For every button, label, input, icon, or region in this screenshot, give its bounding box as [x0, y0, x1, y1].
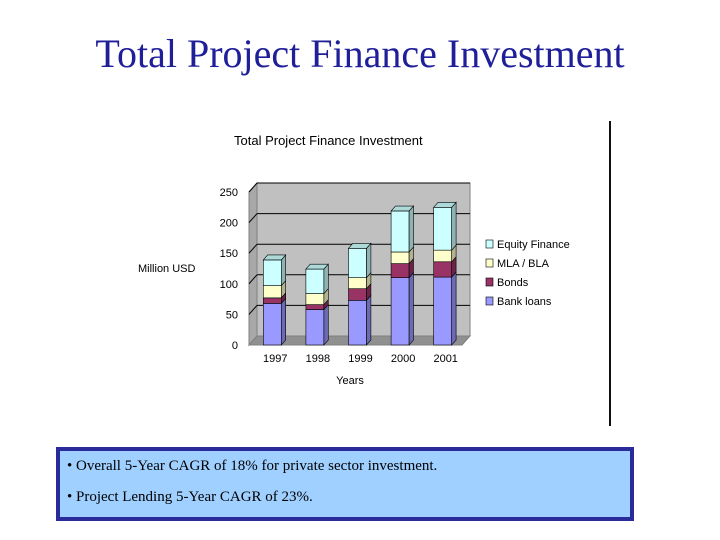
gridline-side: [248, 305, 258, 315]
bar-segment: [348, 277, 367, 289]
bar-segment-side: [323, 303, 329, 346]
y-tick-label: 100: [220, 279, 238, 291]
bar-top: [347, 243, 372, 249]
bar-segment: [348, 248, 367, 278]
legend-label: Bank loans: [497, 296, 552, 308]
bar-segment: [348, 288, 367, 301]
y-tick-label: 50: [226, 309, 238, 321]
bar-segment: [305, 304, 325, 310]
y-tick-label: 0: [232, 340, 238, 352]
bar-top: [262, 254, 287, 261]
bar-segment-side: [366, 242, 372, 279]
legend-label: MLA / BLA: [497, 258, 550, 270]
bar-segment: [433, 207, 453, 251]
x-tick-label: 2000: [391, 353, 415, 365]
legend-label: Equity Finance: [497, 239, 570, 251]
y-tick-label: 250: [220, 187, 238, 199]
bar-segment: [433, 276, 453, 346]
gridline-side: [248, 213, 258, 223]
bar-top: [390, 205, 415, 212]
stacked-bar-chart: 0 50 100 150 200 250 Million USD Years 1997 1998 1…: [138, 181, 570, 387]
legend-swatch: [485, 239, 494, 249]
bar-segment: [390, 210, 410, 253]
legend-label: Bonds: [497, 277, 529, 289]
chart-title: Total Project Finance Investment: [234, 133, 423, 148]
bar-segment: [305, 309, 325, 346]
bar-segment-side: [451, 271, 457, 346]
x-tick-label: 1999: [348, 353, 372, 365]
bar-segment-side: [366, 294, 372, 346]
bar-segment: [433, 249, 453, 263]
x-tick-label: 1998: [306, 353, 330, 365]
gridline-side: [248, 243, 258, 254]
bar-segment: [390, 263, 410, 278]
bar-segment: [390, 277, 410, 346]
bar-segment: [262, 285, 282, 299]
bar-segment: [262, 259, 282, 286]
divider-line: [609, 121, 611, 426]
x-tick-label: 2001: [433, 353, 457, 365]
x-tick-label: 1997: [263, 353, 287, 365]
bar-segment-side: [451, 201, 457, 251]
bar-top: [305, 263, 329, 270]
bar-segment: [262, 297, 282, 304]
bar-segment-side: [408, 271, 414, 346]
legend-swatch: [485, 258, 494, 268]
y-tick-label: 150: [220, 248, 238, 260]
x-axis-label: Years: [336, 375, 364, 387]
bar-segment-side: [408, 205, 414, 253]
bar-segment: [390, 251, 410, 264]
note-cagr-private: • Overall 5-Year CAGR of 18% for private…: [67, 458, 438, 474]
notes-box: • Overall 5-Year CAGR of 18% for private…: [56, 447, 634, 521]
y-axis-label: Million USD: [138, 263, 196, 275]
plot-side-wall: [248, 181, 258, 347]
legend-swatch: [485, 277, 494, 287]
bar-segment-side: [280, 297, 287, 346]
bar-segment: [262, 303, 282, 346]
bar-segment: [305, 268, 325, 294]
slide-title: Total Project Finance Investment: [95, 31, 625, 76]
bar-segment: [348, 300, 367, 346]
note-cagr-lending: • Project Lending 5-Year CAGR of 23%.: [67, 489, 313, 505]
bar-top: [433, 202, 457, 208]
legend-swatch: [485, 296, 494, 306]
y-tick-label: 200: [220, 218, 238, 230]
bar-segment: [433, 261, 453, 278]
bar-segment: [305, 293, 325, 305]
gridline-side: [248, 182, 258, 193]
gridline-side: [248, 274, 258, 285]
